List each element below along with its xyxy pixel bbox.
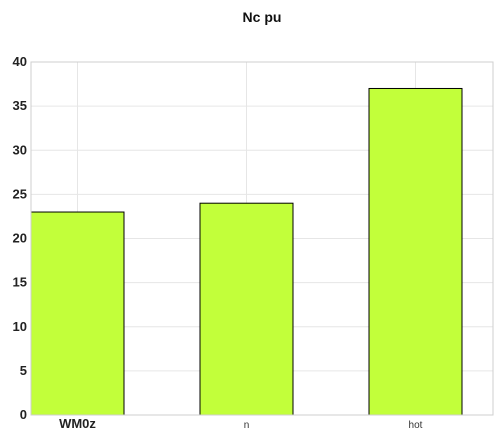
bar-n: [199, 202, 294, 416]
bar-wm0z: [30, 211, 125, 416]
y-tick-label: 5: [20, 363, 27, 378]
y-tick-label: 25: [13, 186, 27, 201]
y-tick-label: 0: [20, 407, 27, 422]
y-tick-label: 20: [13, 231, 27, 246]
plot-frame: [30, 61, 494, 416]
y-tick-label: 35: [13, 98, 27, 113]
y-axis-ticks: 0 5 10 15 20 25 30 35 40: [13, 54, 27, 422]
y-tick-label: 30: [13, 142, 27, 157]
chart-title: Nc pu: [243, 9, 282, 25]
y-tick-label: 15: [13, 275, 27, 290]
bars: [30, 87, 463, 416]
x-tick-label: n: [244, 420, 250, 431]
x-tick-label: hot: [409, 420, 423, 431]
x-tick-label: WM0z: [59, 416, 96, 431]
y-tick-label: 40: [13, 54, 27, 69]
bar-hot: [368, 87, 463, 416]
y-tick-label: 10: [13, 319, 27, 334]
x-axis-ticks: WM0z n hot: [59, 416, 423, 431]
